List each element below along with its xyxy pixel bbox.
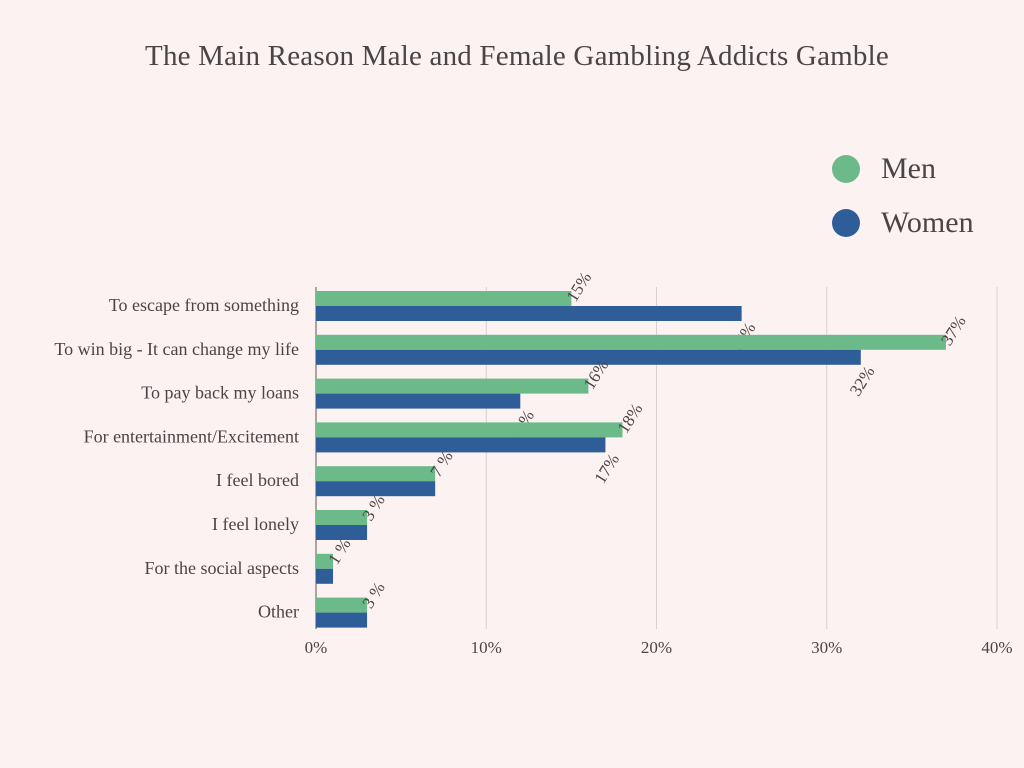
category-label: Other	[258, 602, 299, 622]
legend-swatch-women	[832, 209, 860, 237]
category-label: To escape from something	[109, 295, 299, 315]
bar	[316, 393, 521, 409]
category-label: I feel bored	[216, 470, 299, 490]
category-label: For the social aspects	[145, 558, 299, 578]
bar	[316, 525, 368, 540]
bar	[316, 437, 606, 453]
x-tick-label: 30%	[811, 638, 842, 657]
bar	[316, 334, 946, 350]
data-label: 32%	[846, 363, 879, 400]
bar	[316, 349, 861, 365]
x-tick-label: 20%	[641, 638, 672, 657]
legend-label-women: Women	[881, 206, 974, 239]
chart-title: The Main Reason Male and Female Gambling…	[145, 40, 889, 72]
bar	[316, 510, 368, 525]
bar	[316, 553, 334, 569]
bar	[316, 568, 334, 584]
bar	[316, 612, 368, 628]
x-tick-label: 0%	[305, 638, 328, 657]
bar	[316, 597, 368, 613]
legend: Men Women	[832, 142, 974, 250]
bar	[316, 466, 436, 482]
bar	[316, 481, 436, 497]
legend-swatch-men	[832, 155, 860, 183]
bar	[316, 422, 623, 438]
category-label: To pay back my loans	[141, 383, 299, 403]
data-label: 17%	[591, 450, 624, 487]
legend-label-men: Men	[881, 152, 936, 185]
category-label: For entertainment/Excitement	[84, 426, 299, 446]
x-tick-label: 10%	[471, 638, 502, 657]
legend-item-women: Women	[832, 196, 974, 250]
x-tick-label: 40%	[981, 638, 1012, 657]
bar	[316, 378, 589, 394]
legend-item-men: Men	[832, 142, 974, 196]
category-label: To win big - It can change my life	[54, 339, 299, 359]
bar	[316, 306, 742, 321]
category-label: I feel lonely	[212, 514, 299, 534]
bar	[316, 291, 572, 306]
